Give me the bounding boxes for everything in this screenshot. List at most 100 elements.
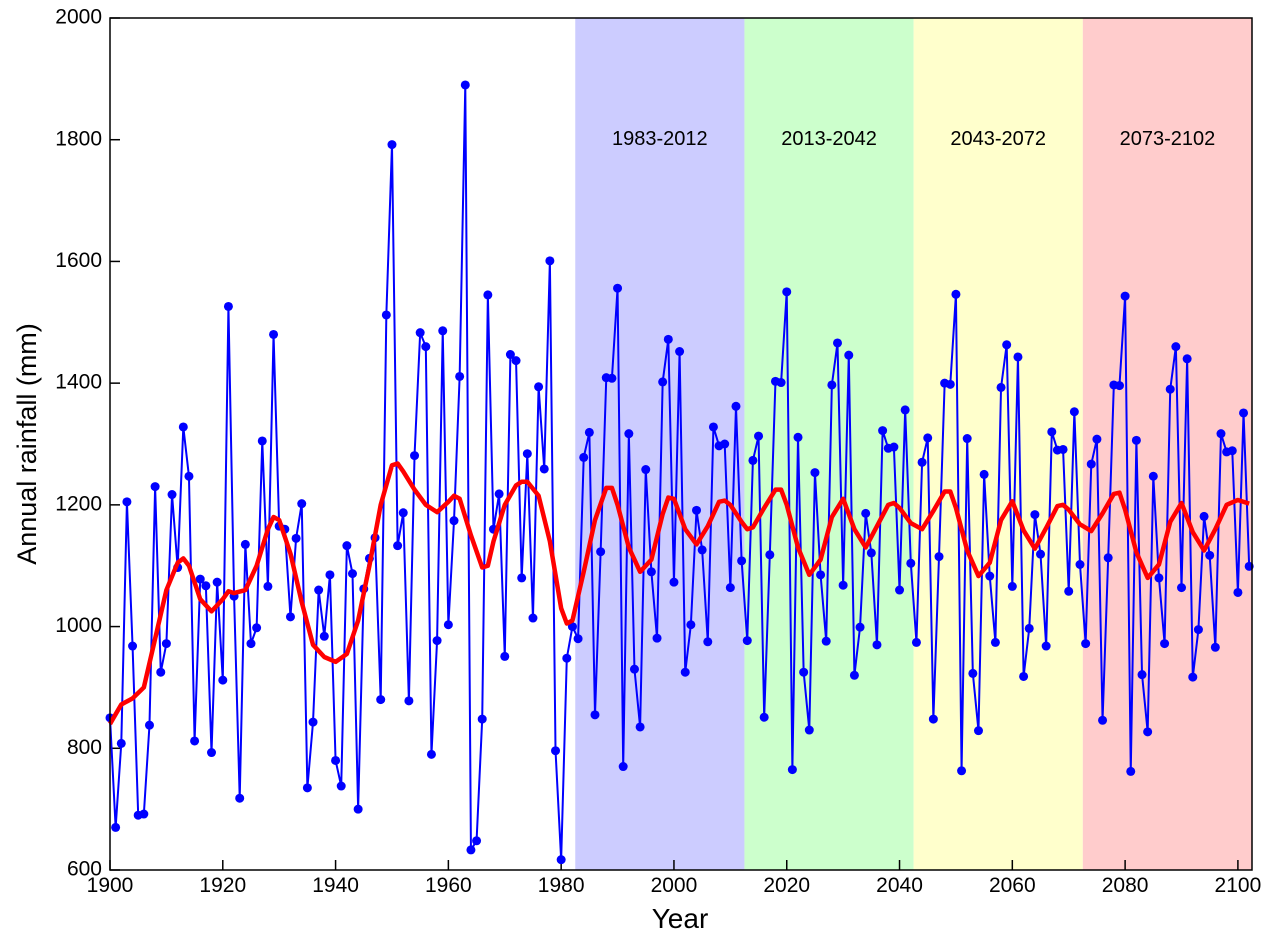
data-point (900, 405, 910, 415)
data-point (195, 574, 205, 584)
y-tick-label: 1600 (55, 249, 102, 272)
data-point (128, 641, 138, 651)
data-point (742, 636, 752, 646)
data-point (257, 436, 267, 446)
data-point (951, 289, 961, 299)
data-point (393, 541, 403, 551)
data-point (855, 622, 865, 632)
data-point (178, 422, 188, 432)
data-point (353, 804, 363, 814)
data-point (675, 346, 685, 356)
data-point (663, 334, 673, 344)
data-point (973, 726, 983, 736)
data-point (849, 670, 859, 680)
x-tick-label: 2060 (989, 874, 1036, 897)
period-label: 2043-2072 (950, 128, 1046, 150)
data-point (708, 422, 718, 432)
data-point (725, 583, 735, 593)
data-point (957, 766, 967, 776)
data-point (1081, 639, 1091, 649)
data-point (500, 651, 510, 661)
data-point (212, 577, 222, 587)
y-tick-label: 800 (67, 736, 102, 759)
data-point (551, 746, 561, 756)
data-point (1030, 510, 1040, 520)
data-point (1120, 291, 1130, 301)
data-point (895, 585, 905, 595)
data-point (646, 567, 656, 577)
data-point (1227, 446, 1237, 456)
data-point (1154, 573, 1164, 583)
data-point (945, 379, 955, 389)
data-point (562, 653, 572, 663)
y-tick-label: 1800 (55, 127, 102, 150)
x-tick-label: 1940 (312, 874, 359, 897)
data-point (240, 539, 250, 549)
data-point (1193, 625, 1203, 635)
x-tick-label: 1920 (199, 874, 246, 897)
data-point (1171, 342, 1181, 352)
data-point (1137, 670, 1147, 680)
data-point (161, 639, 171, 649)
x-tick-label: 2040 (876, 874, 923, 897)
data-point (545, 256, 555, 266)
data-point (218, 675, 228, 685)
data-point (928, 714, 938, 724)
data-point (590, 710, 600, 720)
data-point (483, 290, 493, 300)
data-point (906, 558, 916, 568)
data-point (1165, 384, 1175, 394)
data-point (511, 356, 521, 366)
data-point (878, 426, 888, 436)
data-point (1177, 583, 1187, 593)
data-point (889, 442, 899, 452)
data-point (1148, 471, 1158, 481)
data-point (505, 350, 515, 360)
data-point (381, 310, 391, 320)
data-point (376, 695, 386, 705)
y-tick-label: 1400 (55, 371, 102, 394)
data-point (985, 571, 995, 581)
data-point (116, 738, 126, 748)
data-point (573, 634, 583, 644)
data-point (1047, 427, 1057, 437)
data-point (686, 620, 696, 630)
data-point (787, 765, 797, 775)
data-point (111, 822, 121, 832)
data-point (291, 533, 301, 543)
data-point (703, 637, 713, 647)
y-tick-label: 1000 (55, 614, 102, 637)
data-point (804, 725, 814, 735)
data-point (556, 855, 566, 865)
data-point (1114, 381, 1124, 391)
data-point (426, 749, 436, 759)
data-point (861, 508, 871, 518)
data-point (1216, 429, 1226, 439)
data-point (1013, 352, 1023, 362)
data-point (754, 431, 764, 441)
data-point (246, 639, 256, 649)
data-point (1239, 408, 1249, 418)
x-tick-label: 2100 (1215, 874, 1262, 897)
data-point (410, 451, 420, 461)
data-point (1210, 642, 1220, 652)
data-point (522, 449, 532, 459)
data-point (832, 338, 842, 348)
smoothed-line (108, 461, 1250, 726)
data-point (150, 482, 160, 492)
data-point (223, 301, 233, 311)
y-tick-label: 600 (67, 858, 102, 881)
data-point (1126, 766, 1136, 776)
data-point (968, 668, 978, 678)
data-point (1019, 671, 1029, 681)
data-point (866, 548, 876, 558)
data-point (1188, 672, 1198, 682)
data-point (398, 508, 408, 518)
plot-frame (109, 17, 1253, 871)
data-point (816, 570, 826, 580)
data-point (607, 373, 617, 383)
data-point (1199, 511, 1209, 521)
data-point (336, 781, 346, 791)
data-point (308, 717, 318, 727)
